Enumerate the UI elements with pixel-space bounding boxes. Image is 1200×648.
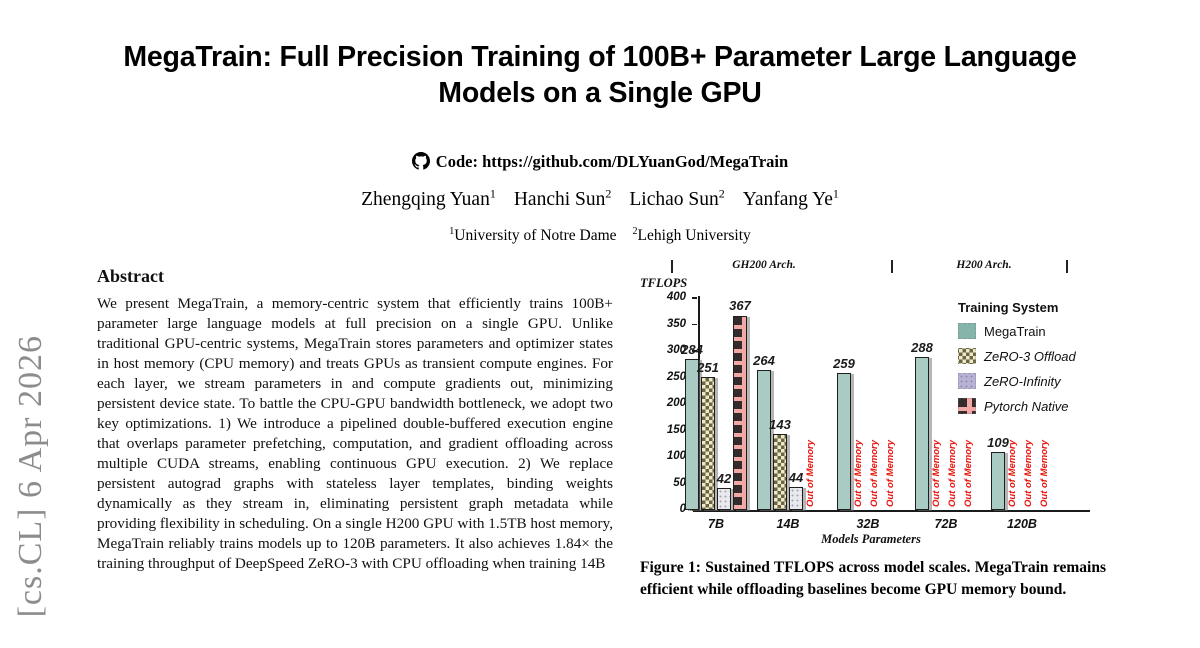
legend-item: ZeRO-Infinity — [958, 373, 1108, 389]
oom-label: Out of Memory — [885, 439, 896, 507]
y-tick-label: 350 — [666, 317, 686, 330]
x-category-label: 14B — [776, 517, 800, 531]
bar-value-label: 288 — [911, 340, 933, 356]
bar-zero-infinity-7B — [717, 487, 731, 510]
chart-legend: Training System MegaTrain ZeRO-3 Offload Ze… — [958, 300, 1108, 423]
legend-item: ZeRO-3 Offload — [958, 348, 1108, 364]
oom-label: Out of Memory — [869, 439, 880, 507]
bar-megatrain-7B — [685, 359, 699, 510]
code-url[interactable]: https://github.com/DLYuanGod/MegaTrain — [482, 152, 789, 171]
x-axis-line — [693, 510, 1090, 513]
arch-separator — [1066, 260, 1068, 273]
legend-item: Pytorch Native — [958, 398, 1108, 414]
abstract-heading: Abstract — [97, 266, 164, 286]
brick-swatch — [958, 398, 976, 414]
bar-value-label: 367 — [729, 298, 751, 314]
code-label: Code: — [435, 152, 478, 171]
y-tick-label: 50 — [673, 476, 686, 489]
author: Yanfang Ye1 — [742, 186, 839, 210]
oom-label: Out of Memory — [963, 439, 974, 507]
y-tick-mark — [692, 350, 697, 352]
oom-label: Out of Memory — [931, 439, 942, 507]
bar-pytorch-native-7B — [733, 315, 747, 510]
oom-label: Out of Memory — [1023, 439, 1034, 507]
y-tick-label: 0 — [679, 503, 686, 515]
bar-value-label: 143 — [769, 417, 791, 433]
bar-megatrain-14B — [757, 370, 771, 510]
figure-caption: Figure 1: Sustained TFLOPS across model … — [640, 559, 1106, 598]
legend-label: ZeRO-Infinity — [984, 373, 1061, 389]
bar-value-label: 44 — [788, 469, 804, 485]
author: Lichao Sun2 — [629, 186, 725, 210]
x-category-label: 120B — [1007, 517, 1037, 531]
arxiv-watermark: [cs.CL] 6 Apr 2026 — [12, 335, 49, 618]
legend-label: Pytorch Native — [984, 398, 1069, 414]
dots-swatch — [958, 373, 976, 389]
y-tick-mark — [692, 297, 697, 299]
abstract-section: Abstract We present MegaTrain, a memory-… — [97, 266, 613, 648]
arch-separator — [891, 260, 893, 273]
y-tick-label: 250 — [666, 370, 686, 383]
legend-label: MegaTrain — [984, 323, 1046, 339]
bar-zero-3-offload-14B — [773, 434, 787, 510]
figure-chart: GH200 Arch. H200 Arch. TFLOPS 0 50 100 150 200 2… — [638, 256, 1108, 556]
oom-label: Out of Memory — [805, 439, 816, 507]
y-tick-label: 400 — [666, 291, 686, 303]
x-category-label: 72B — [934, 517, 958, 531]
bar-value-label: 42 — [716, 470, 732, 486]
legend-title: Training System — [958, 300, 1059, 315]
affiliation-list: 1University of Notre Dame 2Lehigh Univers… — [0, 226, 1200, 245]
y-tick-label: 300 — [666, 344, 686, 356]
affiliation: 1University of Notre Dame — [449, 226, 617, 245]
abstract-text: We present MegaTrain, a memory-centric s… — [97, 295, 613, 572]
y-tick-label: 150 — [666, 423, 686, 436]
bar-value-label: 284 — [681, 342, 703, 358]
author: Zhengqing Yuan1 — [361, 186, 496, 210]
bar-zero-infinity-14B — [789, 486, 803, 510]
bar-value-label: 259 — [833, 355, 855, 371]
bar-megatrain-32B — [837, 372, 851, 510]
y-tick-mark — [692, 323, 697, 326]
arch-separator — [671, 260, 673, 273]
bar-value-label: 264 — [753, 353, 775, 369]
legend-item: MegaTrain — [958, 323, 1108, 339]
y-tick-label: 200 — [666, 397, 686, 409]
oom-label: Out of Memory — [1007, 439, 1018, 507]
paper-title: MegaTrain: Full Precision Training of 10… — [123, 41, 1077, 109]
y-axis-title: TFLOPS — [640, 276, 688, 290]
y-tick-label: 100 — [666, 450, 686, 462]
solid-swatch — [958, 323, 976, 339]
affiliation: 2Lehigh University — [632, 226, 751, 245]
checker-swatch — [958, 348, 976, 364]
bar-zero-3-offload-7B — [701, 376, 715, 510]
bar-megatrain-72B — [915, 357, 929, 510]
github-icon — [411, 152, 430, 170]
oom-label: Out of Memory — [853, 439, 864, 507]
x-axis-title: Models Parameters — [821, 532, 921, 546]
legend-label: ZeRO-3 Offload — [984, 348, 1076, 364]
x-category-label: 7B — [708, 517, 724, 531]
bar-value-label: 251 — [697, 359, 719, 375]
y-axis-line — [698, 296, 700, 512]
oom-label: Out of Memory — [947, 439, 958, 507]
author: Hanchi Sun2 — [513, 186, 612, 210]
arch-section-label: GH200 Arch. — [732, 259, 796, 271]
x-category-label: 32B — [856, 517, 880, 531]
arch-section-label: H200 Arch. — [956, 259, 1012, 271]
bar-value-label: 109 — [987, 435, 1009, 451]
author-list: Zhengqing Yuan1 Hanchi Sun2 Lichao Sun2 Yan… — [0, 186, 1200, 211]
oom-label: Out of Memory — [1039, 439, 1050, 507]
bar-megatrain-120B — [991, 452, 1005, 510]
code-link-line: Code: https://github.com/DLYuanGod/MegaT… — [0, 152, 1200, 172]
